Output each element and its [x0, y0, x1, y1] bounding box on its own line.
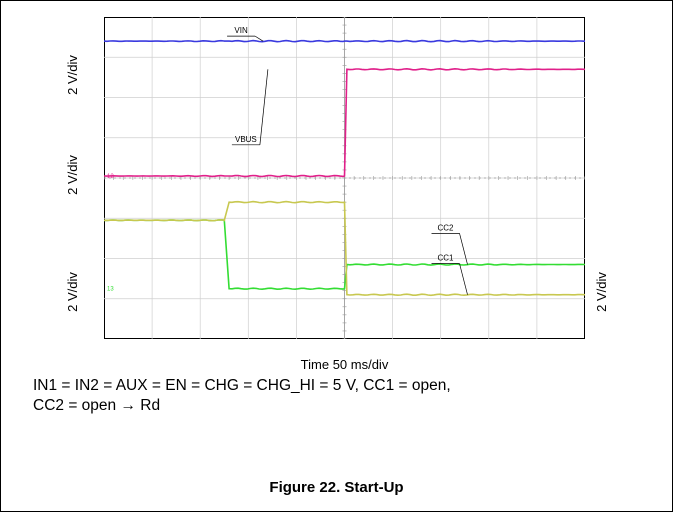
y-axis-label-vbus: 2 V/div: [65, 155, 80, 195]
caption-line-1: IN1 = IN2 = AUX = EN = CHG = CHG_HI = 5 …: [33, 377, 451, 394]
label-leader: [459, 263, 468, 295]
y-axis-label-vin: 2 V/div: [65, 55, 80, 95]
trace-label-cc1: CC1: [438, 254, 455, 263]
figure-title: Figure 22. Start-Up: [269, 479, 404, 496]
scope-svg: VIN VBUS CC2 CC1 12 13: [104, 17, 585, 339]
test-conditions-caption: IN1 = IN2 = AUX = EN = CHG = CHG_HI = 5 …: [33, 376, 633, 416]
label-leader: [254, 35, 264, 42]
caption-line-2: CC2 = open → Rd: [33, 397, 161, 414]
channel-marker: 12: [107, 174, 114, 180]
trace-cc1: [104, 200, 585, 297]
y-axis-label-cc: 2 V/div: [65, 272, 80, 312]
trace-label-vbus: VBUS: [235, 135, 257, 144]
oscilloscope-plot: VIN VBUS CC2 CC1 12 13: [104, 17, 585, 339]
trace-vbus: [104, 67, 585, 178]
x-axis-label: Time 50 ms/div: [300, 357, 389, 372]
y-axis-label-right: 2 V/div: [594, 272, 609, 312]
label-leader: [259, 69, 269, 145]
trace-vin: [104, 39, 585, 43]
trace-label-cc2: CC2: [438, 223, 455, 232]
label-leader: [459, 233, 468, 265]
channel-marker: 13: [107, 287, 114, 293]
trace-label-vin: VIN: [234, 26, 248, 35]
